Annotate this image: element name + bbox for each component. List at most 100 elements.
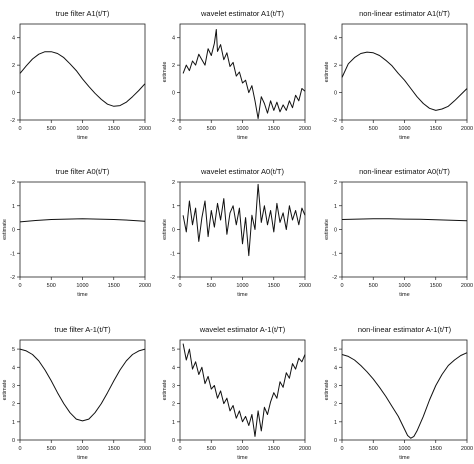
y-axis-label: estimate: [324, 380, 330, 401]
y-tick-label: 1: [172, 420, 175, 426]
y-tick-label: 5: [172, 347, 175, 353]
x-tick-label: 500: [47, 283, 56, 289]
y-tick-label: -2: [10, 118, 15, 124]
series-line: [19, 218, 146, 223]
y-tick-label: -1: [170, 251, 175, 257]
y-tick-label: 1: [334, 420, 337, 426]
x-tick-label: 0: [178, 283, 181, 289]
y-tick-label: 1: [12, 420, 15, 426]
x-tick-label: 1500: [268, 283, 280, 289]
plot-frame: [341, 181, 468, 278]
x-tick-label: 1500: [108, 446, 120, 452]
x-tick-label: 1500: [108, 126, 120, 132]
x-tick-label: 2000: [139, 126, 151, 132]
x-tick-label: 500: [369, 446, 378, 452]
x-tick-label: 1000: [398, 126, 410, 132]
plot-frame: [341, 339, 468, 441]
plot-frame: [179, 339, 306, 441]
y-tick-label: 4: [172, 365, 175, 371]
x-tick-label: 1000: [236, 126, 248, 132]
y-tick-label: 0: [334, 438, 337, 444]
x-tick-label: 2000: [139, 446, 151, 452]
x-axis-label: time: [77, 135, 87, 141]
x-axis-label: time: [77, 292, 87, 298]
y-tick-label: 2: [334, 63, 337, 69]
x-tick-label: 1000: [398, 446, 410, 452]
x-tick-label: 0: [18, 283, 21, 289]
panel-title: non-linear estimator A-1(t/T): [358, 325, 452, 334]
y-tick-label: 0: [334, 91, 337, 97]
x-tick-label: 0: [340, 283, 343, 289]
x-tick-label: 500: [207, 283, 216, 289]
x-tick-label: 2000: [461, 126, 473, 132]
y-axis-label: estimate: [2, 219, 8, 240]
y-axis-label: estimate: [324, 219, 330, 240]
y-tick-label: 2: [12, 63, 15, 69]
x-tick-label: 2000: [139, 283, 151, 289]
y-tick-label: 4: [12, 36, 15, 42]
series-line: [182, 29, 306, 120]
x-tick-label: 1500: [430, 283, 442, 289]
y-tick-label: 0: [172, 438, 175, 444]
x-axis-label: time: [399, 455, 409, 461]
x-tick-label: 1000: [76, 446, 88, 452]
y-tick-label: 1: [12, 204, 15, 210]
x-tick-label: 1000: [236, 283, 248, 289]
x-tick-label: 2000: [299, 126, 311, 132]
panel-title: wavelet estimator A1(t/T): [200, 9, 284, 18]
panel-title: true filter A1(t/T): [56, 9, 110, 18]
x-axis-label: time: [77, 455, 87, 461]
y-tick-label: 5: [334, 347, 337, 353]
x-tick-label: 1000: [398, 283, 410, 289]
y-tick-label: -2: [332, 275, 337, 281]
panel-2: wavelet estimator A1(t/T) 0 500 1000 1500 200…: [162, 9, 311, 141]
y-axis-label: estimate: [324, 62, 330, 83]
plot-frame: [19, 23, 146, 121]
x-tick-label: 1500: [430, 126, 442, 132]
panel-3: non-linear estimator A1(t/T) 0 500 1000 1500…: [324, 9, 473, 141]
x-axis-label: time: [237, 135, 247, 141]
x-tick-label: 1500: [268, 126, 280, 132]
y-tick-label: 0: [172, 228, 175, 234]
x-tick-label: 2000: [299, 446, 311, 452]
y-tick-label: 3: [334, 383, 337, 389]
x-tick-label: 1500: [430, 446, 442, 452]
series-line: [19, 348, 146, 422]
y-axis-label: estimate: [162, 380, 168, 401]
x-tick-label: 2000: [461, 446, 473, 452]
y-tick-label: 2: [12, 402, 15, 408]
y-tick-label: -2: [170, 118, 175, 124]
y-tick-label: 2: [172, 180, 175, 186]
y-tick-label: -1: [332, 251, 337, 257]
x-tick-label: 1000: [76, 126, 88, 132]
x-tick-label: 0: [178, 446, 181, 452]
x-tick-label: 500: [207, 126, 216, 132]
y-tick-label: 1: [334, 204, 337, 210]
panel-4: true filter A0(t/T) 0 500 1000 1500 2000 -2 -1 0…: [2, 167, 151, 298]
x-tick-label: 1500: [268, 446, 280, 452]
x-tick-label: 500: [369, 283, 378, 289]
x-tick-label: 2000: [461, 283, 473, 289]
panel-7: true filter A-1(t/T) 0 500 1000 1500 2000 0 1 2 3…: [2, 325, 151, 461]
y-tick-label: 0: [12, 228, 15, 234]
y-tick-label: -1: [10, 251, 15, 257]
series-line: [19, 51, 146, 107]
series-line: [341, 218, 468, 222]
panel-5: wavelet estimator A0(t/T) 0 500 1000 1500 200…: [162, 167, 311, 298]
panel-title: true filter A-1(t/T): [54, 325, 111, 334]
y-tick-label: 4: [12, 365, 15, 371]
x-tick-label: 0: [18, 446, 21, 452]
y-tick-label: 3: [172, 383, 175, 389]
x-tick-label: 1500: [108, 283, 120, 289]
y-axis-label: estimate: [162, 219, 168, 240]
series-line: [182, 343, 306, 437]
x-tick-label: 1000: [76, 283, 88, 289]
x-tick-label: 0: [340, 126, 343, 132]
y-tick-label: 5: [12, 347, 15, 353]
x-axis-label: time: [399, 135, 409, 141]
panel-title: wavelet estimator A0(t/T): [200, 167, 284, 176]
x-axis-label: time: [399, 292, 409, 298]
plot-frame: [179, 23, 306, 121]
panel-title: non-linear estimator A0(t/T): [359, 167, 450, 176]
y-tick-label: 2: [172, 63, 175, 69]
